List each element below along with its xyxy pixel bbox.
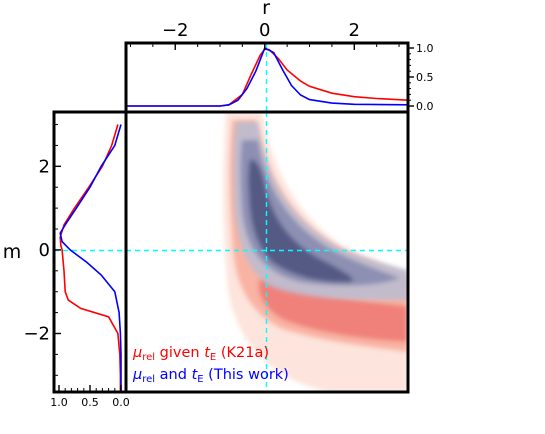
x-tick-label: 0 (259, 20, 270, 41)
legend-entry-k21a: μrel given tE (K21a) (132, 345, 269, 363)
x-tick-label: −2 (162, 20, 189, 41)
legend: μrel given tE (K21a) μrel and tE (This wo… (132, 345, 289, 385)
top-density-tick-label: 0.5 (416, 71, 434, 84)
top-density-tick-label: 1.0 (416, 42, 434, 55)
main-panel-frame (124, 110, 410, 394)
legend-entry-this-work: μrel and tE (This work) (132, 367, 289, 385)
x-tick-label: 2 (349, 20, 360, 41)
reference-lines (54, 43, 408, 392)
left-marginal-line-k21a (59, 124, 122, 392)
blue-contour-1sigma (248, 159, 353, 283)
axis-ticks: −2 0 2 −2 0 2 0.0 0.5 1.0 1.0 0.5 0.0 (23, 20, 433, 409)
top-marginal-line-this-work (126, 46, 409, 107)
y-tick-label: 0 (39, 240, 50, 261)
left-density-tick-label: 1.0 (50, 396, 68, 409)
left-marginal-curves (59, 124, 122, 392)
left-panel-frame (52, 110, 128, 394)
blue-contours (233, 122, 408, 300)
left-density-tick-label: 0.0 (112, 396, 130, 409)
x-axis-title: r (262, 0, 270, 19)
main-panel (223, 112, 408, 392)
top-density-tick-label: 0.0 (416, 100, 434, 113)
left-marginal-line-this-work (59, 124, 122, 392)
top-marginal-curves (126, 46, 409, 107)
y-axis-title: m (3, 241, 22, 263)
left-density-tick-label: 0.5 (81, 396, 99, 409)
y-tick-label: −2 (23, 323, 50, 344)
y-tick-label: 2 (39, 156, 50, 177)
red-contour-1sigma (258, 278, 408, 342)
